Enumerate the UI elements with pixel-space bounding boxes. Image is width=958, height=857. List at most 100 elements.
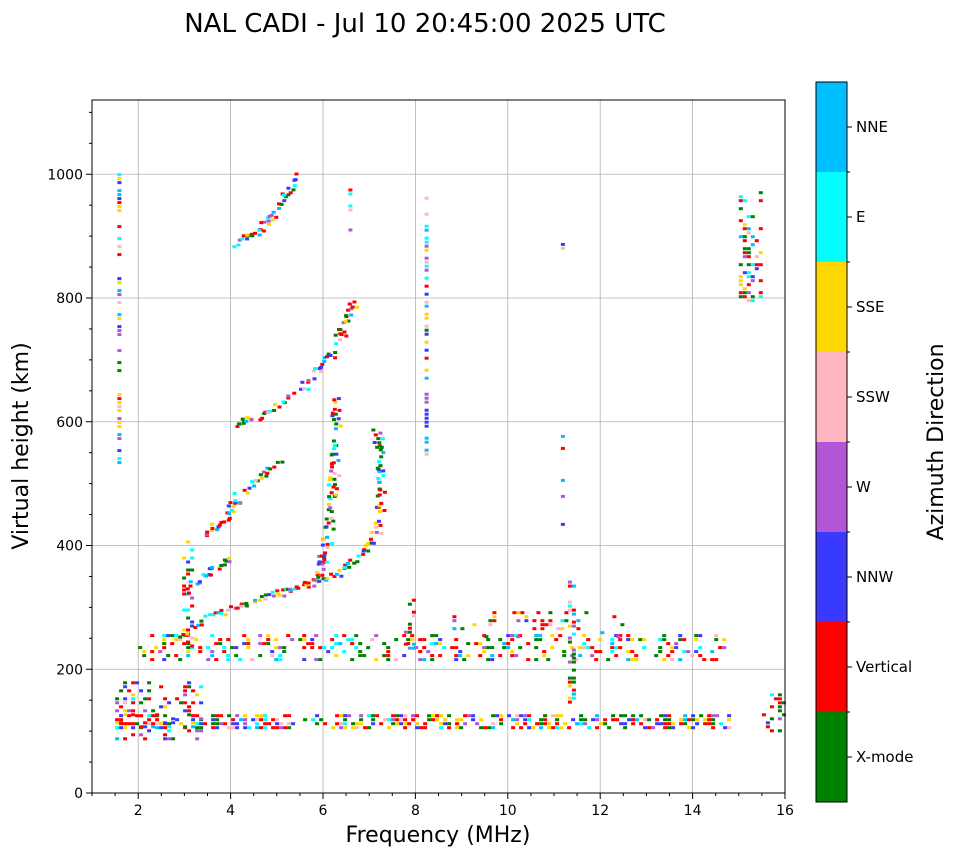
plot-background: [92, 100, 785, 793]
echo-point: [327, 495, 332, 499]
echo-point: [424, 340, 429, 344]
echo-point: [571, 688, 576, 692]
echo-point: [139, 689, 144, 693]
echo-point: [614, 646, 619, 650]
echo-point: [151, 722, 156, 726]
echo-point: [262, 220, 267, 224]
echo-point: [155, 713, 160, 717]
echo-point: [424, 240, 429, 244]
echo-point: [402, 654, 407, 658]
echo-point: [754, 267, 759, 271]
echo-point: [682, 650, 687, 654]
echo-point: [143, 721, 148, 725]
echo-point: [356, 554, 361, 558]
echo-point: [667, 726, 672, 730]
echo-point: [332, 477, 337, 481]
colorbar-label: W: [856, 478, 871, 496]
echo-point: [341, 321, 346, 325]
echo-point: [281, 400, 286, 404]
echo-point: [579, 714, 584, 718]
echo-point: [182, 556, 187, 560]
echo-point: [318, 369, 323, 373]
echo-point: [618, 646, 623, 650]
echo-point: [319, 365, 323, 369]
echo-point: [424, 400, 429, 404]
echo-point: [331, 726, 336, 730]
echo-point: [603, 718, 608, 722]
echo-point: [631, 722, 636, 726]
echo-point: [147, 714, 152, 718]
echo-point: [574, 658, 579, 662]
echo-point: [560, 627, 565, 631]
echo-point: [334, 487, 339, 491]
echo-point: [567, 604, 572, 608]
echo-point: [147, 681, 152, 685]
echo-point: [251, 718, 256, 722]
echo-point: [547, 722, 552, 726]
echo-point: [627, 718, 632, 722]
echo-point: [754, 239, 759, 243]
echo-point: [317, 554, 322, 558]
echo-point: [479, 726, 484, 730]
echo-point: [382, 642, 387, 646]
echo-point: [424, 328, 429, 332]
echo-point: [316, 575, 321, 579]
echo-point: [424, 420, 429, 424]
echo-point: [238, 658, 243, 662]
echo-point: [315, 571, 320, 575]
echo-point: [594, 658, 599, 662]
echo-point: [265, 471, 270, 475]
echo-point: [117, 253, 122, 257]
echo-point: [232, 245, 237, 249]
echo-point: [117, 393, 122, 397]
echo-point: [407, 626, 412, 630]
echo-point: [186, 560, 191, 564]
echo-point: [399, 718, 404, 722]
echo-point: [227, 560, 232, 564]
echo-point: [443, 718, 448, 722]
echo-point: [576, 627, 581, 631]
echo-point: [195, 714, 200, 718]
echo-point: [611, 718, 616, 722]
echo-point: [410, 638, 415, 642]
echo-point: [163, 733, 168, 737]
echo-point: [377, 460, 382, 464]
echo-point: [162, 642, 167, 646]
echo-point: [606, 658, 611, 662]
echo-point: [188, 584, 193, 588]
echo-point: [758, 227, 763, 231]
echo-point: [643, 726, 648, 730]
echo-point: [203, 722, 208, 726]
echo-point: [334, 342, 339, 346]
echo-point: [354, 634, 359, 638]
echo-point: [498, 638, 503, 642]
echo-point: [263, 597, 268, 601]
echo-point: [246, 646, 251, 650]
echo-point: [117, 421, 122, 425]
echo-point: [490, 646, 495, 650]
echo-point: [746, 275, 751, 279]
echo-point: [127, 722, 132, 726]
echo-point: [607, 726, 612, 730]
echo-point: [683, 722, 688, 726]
echo-point: [167, 722, 172, 726]
echo-point: [167, 737, 172, 741]
echo-point: [206, 646, 211, 650]
echo-point: [626, 638, 631, 642]
echo-point: [226, 658, 231, 662]
echo-point: [255, 714, 260, 718]
echo-point: [663, 718, 668, 722]
echo-point: [377, 493, 382, 497]
echo-point: [438, 654, 443, 658]
echo-point: [647, 726, 652, 730]
echo-point: [430, 634, 435, 638]
echo-point: [223, 613, 228, 617]
echo-point: [361, 552, 366, 556]
echo-point: [483, 726, 488, 730]
echo-point: [183, 725, 188, 729]
echo-point: [391, 718, 396, 722]
echo-point: [339, 722, 344, 726]
echo-point: [373, 521, 378, 525]
echo-point: [253, 600, 257, 604]
echo-point: [571, 692, 576, 696]
